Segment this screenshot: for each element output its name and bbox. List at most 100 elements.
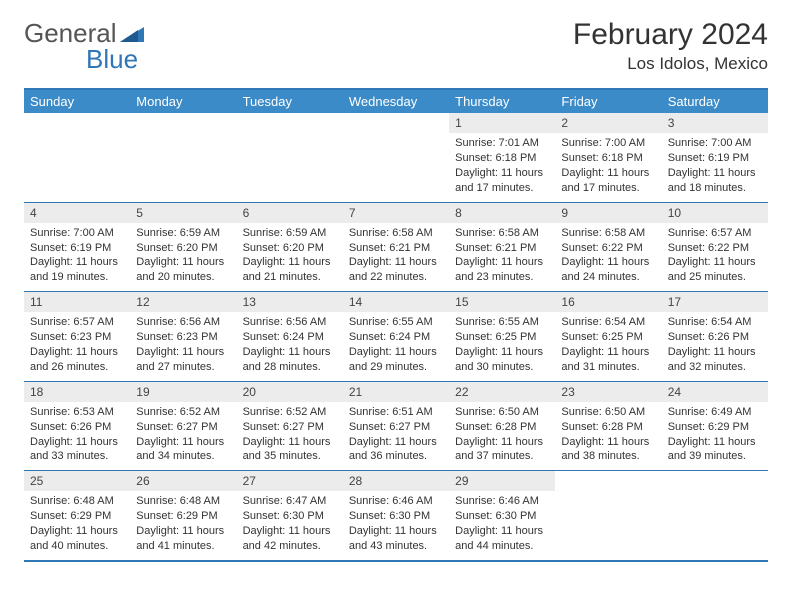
- day2-text: and 29 minutes.: [349, 360, 443, 375]
- day2-text: and 17 minutes.: [561, 181, 655, 196]
- day-number: 7: [343, 203, 449, 223]
- sunrise-text: Sunrise: 6:59 AM: [136, 226, 230, 241]
- day2-text: and 42 minutes.: [243, 539, 337, 554]
- sunset-text: Sunset: 6:27 PM: [136, 420, 230, 435]
- sunset-text: Sunset: 6:28 PM: [455, 420, 549, 435]
- sunrise-text: Sunrise: 6:52 AM: [136, 405, 230, 420]
- day-number: 23: [555, 382, 661, 402]
- day1-text: Daylight: 11 hours: [136, 435, 230, 450]
- location: Los Idolos, Mexico: [573, 54, 768, 74]
- calendar-week: 4Sunrise: 7:00 AMSunset: 6:19 PMDaylight…: [24, 202, 768, 292]
- sunrise-text: Sunrise: 6:49 AM: [668, 405, 762, 420]
- day2-text: and 34 minutes.: [136, 449, 230, 464]
- day-number: 6: [237, 203, 343, 223]
- calendar-cell: [130, 113, 236, 202]
- day-number: 18: [24, 382, 130, 402]
- day-number: 10: [662, 203, 768, 223]
- day1-text: Daylight: 11 hours: [455, 524, 549, 539]
- calendar-cell: 21Sunrise: 6:51 AMSunset: 6:27 PMDayligh…: [343, 382, 449, 471]
- calendar-cell: 15Sunrise: 6:55 AMSunset: 6:25 PMDayligh…: [449, 292, 555, 381]
- calendar-cell: 25Sunrise: 6:48 AMSunset: 6:29 PMDayligh…: [24, 471, 130, 560]
- day1-text: Daylight: 11 hours: [136, 345, 230, 360]
- sunrise-text: Sunrise: 6:59 AM: [243, 226, 337, 241]
- sunset-text: Sunset: 6:19 PM: [30, 241, 124, 256]
- day1-text: Daylight: 11 hours: [668, 435, 762, 450]
- logo-triangle-icon: [120, 25, 146, 43]
- sunset-text: Sunset: 6:23 PM: [30, 330, 124, 345]
- sunset-text: Sunset: 6:30 PM: [243, 509, 337, 524]
- calendar-cell: 12Sunrise: 6:56 AMSunset: 6:23 PMDayligh…: [130, 292, 236, 381]
- day1-text: Daylight: 11 hours: [136, 524, 230, 539]
- calendar-cell: 19Sunrise: 6:52 AMSunset: 6:27 PMDayligh…: [130, 382, 236, 471]
- day2-text: and 44 minutes.: [455, 539, 549, 554]
- day-number: 4: [24, 203, 130, 223]
- day-number: 29: [449, 471, 555, 491]
- sunrise-text: Sunrise: 6:52 AM: [243, 405, 337, 420]
- day-number: 3: [662, 113, 768, 133]
- day-number: 9: [555, 203, 661, 223]
- sunrise-text: Sunrise: 7:00 AM: [668, 136, 762, 151]
- day2-text: and 17 minutes.: [455, 181, 549, 196]
- sunrise-text: Sunrise: 6:46 AM: [349, 494, 443, 509]
- sunrise-text: Sunrise: 6:58 AM: [455, 226, 549, 241]
- sunset-text: Sunset: 6:25 PM: [561, 330, 655, 345]
- sunrise-text: Sunrise: 7:00 AM: [561, 136, 655, 151]
- day-number: 15: [449, 292, 555, 312]
- day-number: 12: [130, 292, 236, 312]
- sunset-text: Sunset: 6:27 PM: [243, 420, 337, 435]
- day-number: 16: [555, 292, 661, 312]
- calendar-cell: 18Sunrise: 6:53 AMSunset: 6:26 PMDayligh…: [24, 382, 130, 471]
- calendar-cell: 28Sunrise: 6:46 AMSunset: 6:30 PMDayligh…: [343, 471, 449, 560]
- calendar-cell: 22Sunrise: 6:50 AMSunset: 6:28 PMDayligh…: [449, 382, 555, 471]
- sunset-text: Sunset: 6:24 PM: [243, 330, 337, 345]
- sunrise-text: Sunrise: 6:57 AM: [30, 315, 124, 330]
- day-number: 21: [343, 382, 449, 402]
- sunset-text: Sunset: 6:21 PM: [349, 241, 443, 256]
- sunrise-text: Sunrise: 6:55 AM: [349, 315, 443, 330]
- calendar-cell: 6Sunrise: 6:59 AMSunset: 6:20 PMDaylight…: [237, 203, 343, 292]
- sunrise-text: Sunrise: 6:53 AM: [30, 405, 124, 420]
- sunset-text: Sunset: 6:19 PM: [668, 151, 762, 166]
- day2-text: and 30 minutes.: [455, 360, 549, 375]
- sunset-text: Sunset: 6:24 PM: [349, 330, 443, 345]
- sunrise-text: Sunrise: 6:54 AM: [668, 315, 762, 330]
- day-header: Wednesday: [343, 90, 449, 113]
- day1-text: Daylight: 11 hours: [349, 435, 443, 450]
- calendar-cell: 4Sunrise: 7:00 AMSunset: 6:19 PMDaylight…: [24, 203, 130, 292]
- day1-text: Daylight: 11 hours: [136, 255, 230, 270]
- day1-text: Daylight: 11 hours: [243, 524, 337, 539]
- calendar-cell: 3Sunrise: 7:00 AMSunset: 6:19 PMDaylight…: [662, 113, 768, 202]
- sunrise-text: Sunrise: 7:01 AM: [455, 136, 549, 151]
- day2-text: and 19 minutes.: [30, 270, 124, 285]
- sunset-text: Sunset: 6:18 PM: [561, 151, 655, 166]
- calendar-week: 25Sunrise: 6:48 AMSunset: 6:29 PMDayligh…: [24, 470, 768, 560]
- day1-text: Daylight: 11 hours: [561, 435, 655, 450]
- day2-text: and 24 minutes.: [561, 270, 655, 285]
- calendar-cell: 8Sunrise: 6:58 AMSunset: 6:21 PMDaylight…: [449, 203, 555, 292]
- day2-text: and 35 minutes.: [243, 449, 337, 464]
- title-box: February 2024 Los Idolos, Mexico: [573, 18, 768, 74]
- sunset-text: Sunset: 6:25 PM: [455, 330, 549, 345]
- day1-text: Daylight: 11 hours: [561, 166, 655, 181]
- day2-text: and 22 minutes.: [349, 270, 443, 285]
- sunset-text: Sunset: 6:29 PM: [30, 509, 124, 524]
- calendar-cell: 26Sunrise: 6:48 AMSunset: 6:29 PMDayligh…: [130, 471, 236, 560]
- sunset-text: Sunset: 6:30 PM: [455, 509, 549, 524]
- calendar-cell: [24, 113, 130, 202]
- calendar-cell: 24Sunrise: 6:49 AMSunset: 6:29 PMDayligh…: [662, 382, 768, 471]
- sunset-text: Sunset: 6:20 PM: [136, 241, 230, 256]
- day2-text: and 40 minutes.: [30, 539, 124, 554]
- calendar-cell: [555, 471, 661, 560]
- day1-text: Daylight: 11 hours: [243, 255, 337, 270]
- brand-part2: Blue: [86, 44, 138, 75]
- calendar-cell: 17Sunrise: 6:54 AMSunset: 6:26 PMDayligh…: [662, 292, 768, 381]
- day-number: 17: [662, 292, 768, 312]
- day2-text: and 21 minutes.: [243, 270, 337, 285]
- day-header: Sunday: [24, 90, 130, 113]
- day1-text: Daylight: 11 hours: [455, 435, 549, 450]
- day2-text: and 38 minutes.: [561, 449, 655, 464]
- sunset-text: Sunset: 6:22 PM: [668, 241, 762, 256]
- day2-text: and 41 minutes.: [136, 539, 230, 554]
- day2-text: and 25 minutes.: [668, 270, 762, 285]
- sunrise-text: Sunrise: 6:48 AM: [30, 494, 124, 509]
